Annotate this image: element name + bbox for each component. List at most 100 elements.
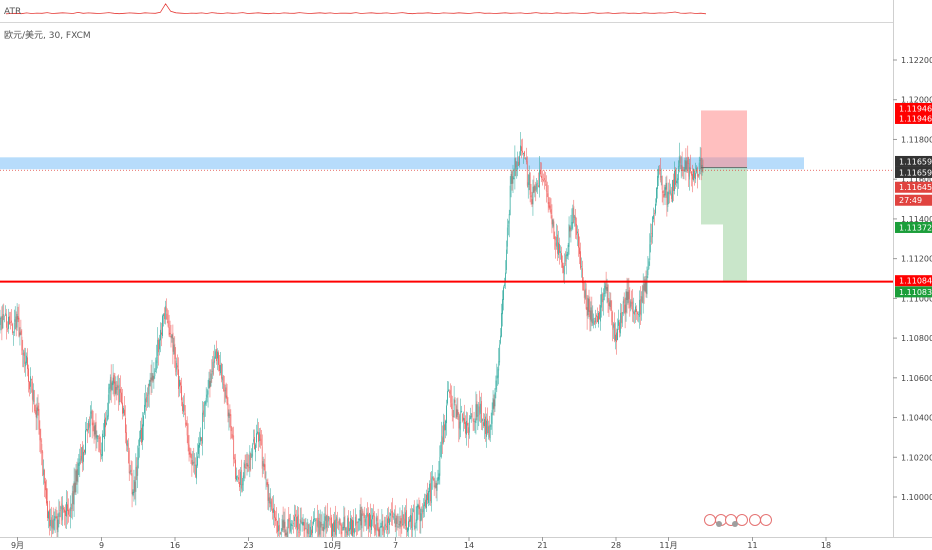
candle-body (125, 417, 126, 433)
economic-event-marker[interactable] (760, 514, 772, 526)
candle-body (566, 254, 568, 256)
candle-body (228, 412, 230, 418)
annotations (0, 110, 804, 282)
position-target-zone[interactable] (723, 167, 747, 282)
price-axis[interactable]: 1.12200 1.12000 1.11800 1.11600 1.11400 1.112… (893, 56, 932, 502)
candle-body (628, 290, 630, 300)
candle-body (310, 526, 311, 537)
candle-body (252, 444, 254, 457)
candle-body (518, 161, 520, 166)
candle-body (280, 532, 282, 536)
candle-body (439, 457, 441, 476)
candle-body (383, 531, 385, 533)
event-markers[interactable] (704, 514, 772, 528)
candle-body (444, 424, 445, 431)
candle-body (345, 528, 347, 534)
time-axis[interactable]: 9月 9 16 23 10月 7 14 21 28 11月 11 18 (11, 537, 831, 550)
candle-body (503, 287, 504, 301)
candle-body (499, 344, 501, 363)
x-tick-label: 9月 (11, 541, 24, 550)
candle-body (44, 470, 45, 484)
candle-body (548, 202, 550, 208)
x-tick-label: 18 (821, 541, 831, 550)
candle-body (432, 476, 434, 480)
candle-body (677, 178, 678, 184)
candle-body (662, 191, 664, 193)
candle-body (140, 430, 141, 439)
candle-body (249, 451, 251, 470)
x-tick-label: 16 (170, 541, 180, 550)
candle-body (218, 352, 219, 365)
candle-body (508, 214, 510, 224)
position-partial-target-zone[interactable] (701, 167, 723, 225)
price-tag (895, 112, 932, 124)
candle-body (335, 519, 336, 535)
candle-body (242, 475, 244, 486)
candle-body (371, 519, 372, 531)
economic-event-marker[interactable] (749, 514, 761, 526)
candle-body (620, 312, 622, 323)
candle-body (619, 322, 620, 333)
candle-body (645, 281, 647, 294)
candle-body (544, 178, 545, 180)
candle-body (65, 510, 66, 516)
candle-body (149, 380, 151, 386)
candle-body (137, 457, 139, 476)
candle-body (250, 453, 252, 461)
candle-body (11, 320, 12, 323)
candle-body (31, 379, 32, 381)
candle-body (581, 266, 582, 267)
candle-body (6, 314, 7, 328)
x-tick-label: 23 (243, 541, 253, 550)
y-tick-label: 1.12000 (901, 96, 932, 105)
candle-body (595, 317, 596, 323)
candle-body (238, 477, 239, 480)
candle-body (42, 451, 44, 476)
candle-body (145, 398, 146, 407)
candle-body (98, 437, 100, 439)
candle-body (612, 321, 614, 330)
candle-body (413, 509, 415, 527)
candle-body (108, 387, 110, 394)
candle-body (217, 351, 218, 359)
candle-body (375, 516, 377, 531)
candle-body (664, 187, 666, 196)
candle-body (539, 169, 540, 188)
candle-body (419, 506, 421, 522)
candle-body (146, 393, 148, 403)
y-tick-label: 1.11000 (901, 294, 932, 303)
price-tag-label: 1.11659 (899, 168, 932, 177)
candle-body (650, 235, 652, 243)
candle-body (327, 514, 329, 522)
candle-body (638, 314, 639, 316)
candle-body (652, 216, 653, 238)
economic-event-marker[interactable] (704, 514, 716, 526)
candle-body (601, 294, 603, 303)
economic-event-marker[interactable] (736, 514, 748, 526)
candle-body (46, 488, 47, 504)
candle-body (76, 469, 78, 482)
candle-body (569, 226, 571, 232)
candle-body (325, 513, 327, 529)
candle-body (113, 375, 115, 384)
candle-body (358, 518, 360, 520)
candle-body (2, 314, 4, 329)
candle-body (620, 312, 621, 334)
candles (0, 132, 704, 537)
position-stop-zone[interactable] (701, 110, 747, 168)
candle-body (376, 517, 378, 522)
candle-body (180, 382, 181, 386)
candle-body (562, 262, 563, 268)
candle-body (544, 180, 546, 183)
candle-body (37, 405, 39, 411)
candle-body (205, 397, 207, 405)
candle-body (121, 392, 122, 403)
candle-body (631, 299, 633, 304)
candle-body (269, 496, 271, 504)
candle-body (10, 321, 11, 323)
candle-body (129, 471, 131, 474)
candle-body (378, 529, 380, 536)
resistance-zone[interactable] (0, 157, 804, 170)
y-tick-label: 1.11200 (901, 255, 932, 264)
